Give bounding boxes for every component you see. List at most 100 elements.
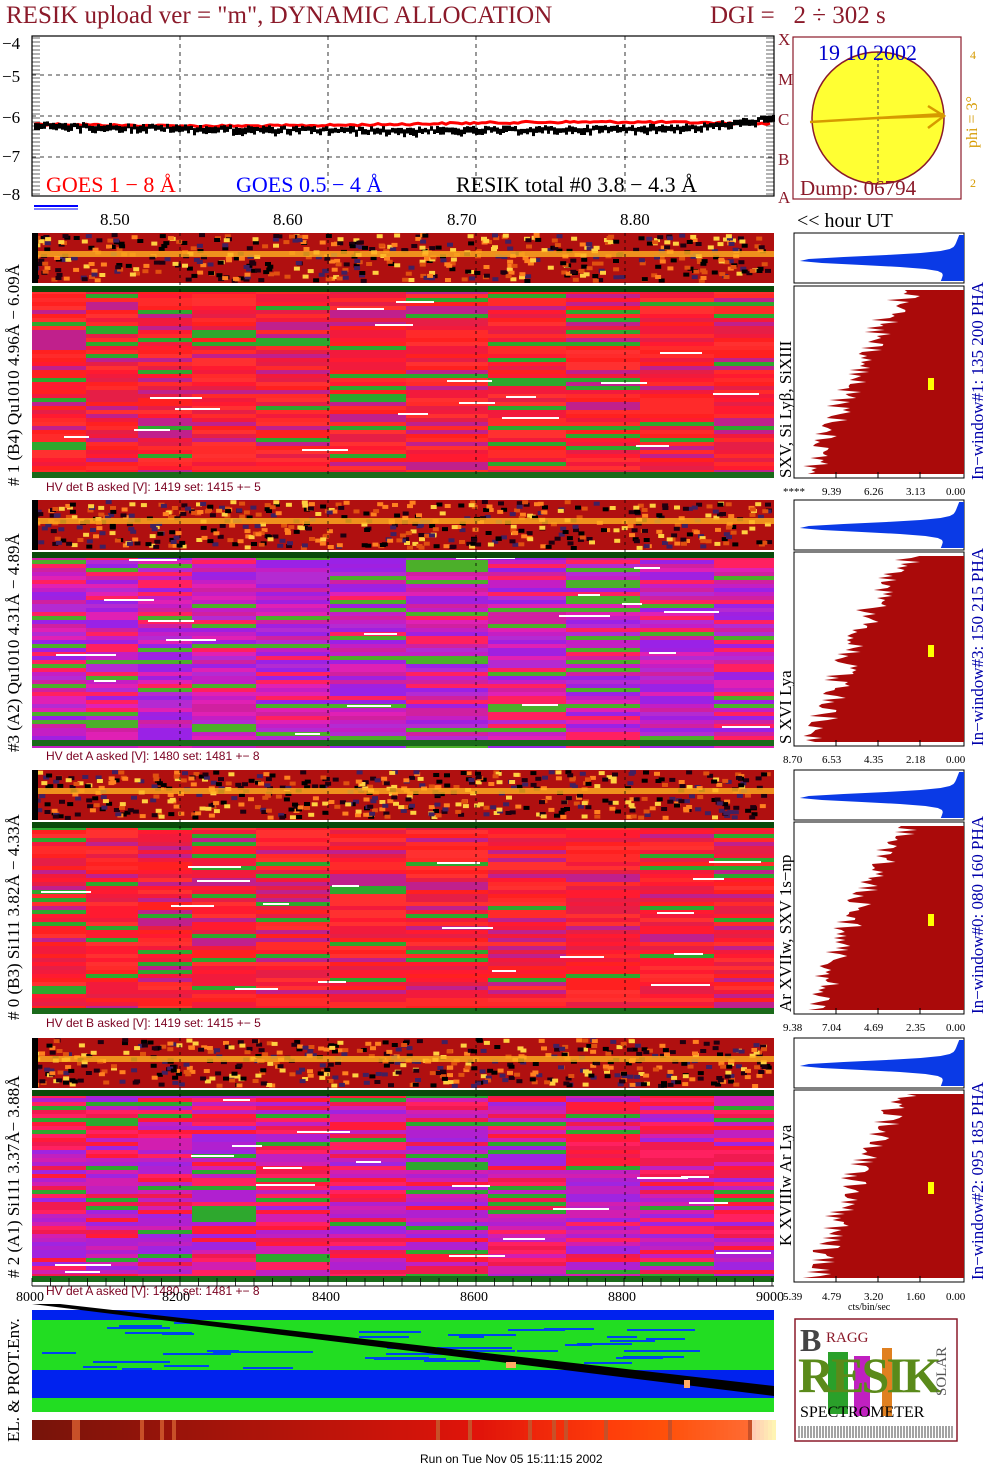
spectrogram-cell — [86, 362, 138, 366]
variability-cell — [576, 1038, 583, 1043]
spectrogram-cell — [192, 966, 256, 970]
variability-cell — [539, 525, 546, 530]
spectrogram-cell — [488, 1230, 566, 1234]
spectrogram-cell — [32, 998, 86, 1002]
variability-cell — [362, 780, 369, 785]
goes-class-x: X — [778, 30, 791, 49]
variability-cell — [49, 1050, 56, 1055]
spectrogram-cell — [640, 576, 714, 580]
variability-cell — [81, 277, 88, 282]
variability-cell — [683, 799, 690, 804]
variability-cell — [394, 513, 401, 518]
spectrogram-cell — [138, 1262, 192, 1266]
colorbar-cell — [180, 1420, 184, 1440]
spectrogram-cell — [714, 720, 774, 724]
spectrogram-cell — [86, 720, 138, 724]
spectrogram-cell — [488, 580, 566, 584]
variability-cell — [717, 242, 724, 247]
variability-cell — [629, 1082, 636, 1087]
spectrogram-cell — [330, 874, 406, 878]
variability-cell — [507, 1070, 513, 1075]
variability-cell — [363, 797, 370, 802]
variability-cell — [713, 255, 720, 260]
spectrogram-cell — [32, 978, 86, 982]
spectrogram-cell — [714, 846, 774, 850]
variability-cell — [723, 260, 730, 265]
spectrogram-cell — [640, 338, 714, 342]
resik-point — [238, 128, 241, 135]
variability-cell — [320, 504, 327, 509]
spectrogram-cell — [256, 1142, 330, 1146]
variability-cell — [671, 1075, 678, 1080]
variability-cell — [548, 770, 555, 775]
spectrogram-cell — [330, 1166, 406, 1170]
variability-cell — [559, 1046, 566, 1051]
spectrogram-cell — [192, 680, 256, 684]
spectrogram-cell — [566, 302, 640, 306]
variability-cell — [379, 807, 386, 812]
spectrogram-cell — [32, 358, 86, 362]
spectrogram-cell — [256, 696, 330, 700]
variability-cell — [682, 506, 689, 511]
spectrogram-cell — [566, 1166, 640, 1170]
variability-cell — [636, 545, 643, 550]
variability-cell — [408, 265, 415, 270]
spectrogram-cell — [32, 728, 86, 732]
spectrogram-cell — [138, 724, 192, 728]
colorbar-cell — [300, 1420, 304, 1440]
spectrogram-cell — [640, 986, 714, 990]
variability-cell — [713, 236, 720, 241]
goes-class-m: M — [778, 70, 794, 89]
spectrogram-cell — [32, 350, 86, 354]
spectrogram-cell — [566, 918, 640, 922]
spectrogram-cell — [488, 462, 566, 466]
variability-cell — [117, 267, 124, 272]
spectrogram-cell — [86, 712, 138, 716]
spectrogram-cell — [330, 298, 406, 302]
spectrogram-cell — [256, 1206, 330, 1210]
env-streak — [162, 1333, 194, 1335]
resik-point — [133, 124, 136, 130]
resik-point — [544, 125, 547, 131]
variability-cell — [399, 533, 406, 538]
spectrogram-cell — [714, 584, 774, 588]
resik-point — [316, 129, 319, 134]
goes-class-b: B — [778, 150, 790, 169]
spectrogram-cell — [138, 636, 192, 640]
variability-cell — [294, 1039, 301, 1044]
resik-point — [91, 126, 94, 133]
spectrogram-cell — [330, 564, 406, 568]
variability-cell — [607, 240, 614, 245]
variability-cell — [462, 804, 469, 809]
variability-cell — [111, 233, 118, 238]
spectrogram-cell — [566, 648, 640, 652]
spectrogram-cell — [714, 970, 774, 974]
resik-point — [685, 123, 688, 132]
spectrogram-cell — [488, 684, 566, 688]
variability-cell — [113, 808, 120, 812]
variability-cell — [602, 798, 609, 803]
spectrogram-cell — [192, 1262, 256, 1266]
spectrogram-cell — [566, 1270, 640, 1274]
spectrogram-cell — [86, 632, 138, 636]
spectrogram-cell — [330, 1246, 406, 1250]
variability-cell — [229, 523, 236, 528]
spectrogram-cell — [86, 1102, 138, 1106]
spectrogram-highlight — [297, 1131, 350, 1133]
variability-cell — [48, 1068, 55, 1073]
variability-cell — [372, 270, 379, 275]
variability-cell — [480, 1048, 487, 1053]
spectrogram-cell — [488, 958, 566, 962]
spectrogram-cell — [640, 628, 714, 632]
spectrogram-cell — [488, 700, 566, 704]
resik-point — [619, 127, 622, 133]
variability-cell — [172, 261, 179, 266]
spectrogram-cell — [714, 450, 774, 454]
colorbar-cell — [500, 1420, 504, 1440]
variability-cell — [498, 501, 504, 506]
variability-cell — [412, 1082, 419, 1087]
variability-cell — [239, 501, 246, 506]
spectrogram-cell — [640, 684, 714, 688]
pha-small-profile — [799, 772, 964, 818]
spectrogram-cell — [330, 346, 406, 350]
